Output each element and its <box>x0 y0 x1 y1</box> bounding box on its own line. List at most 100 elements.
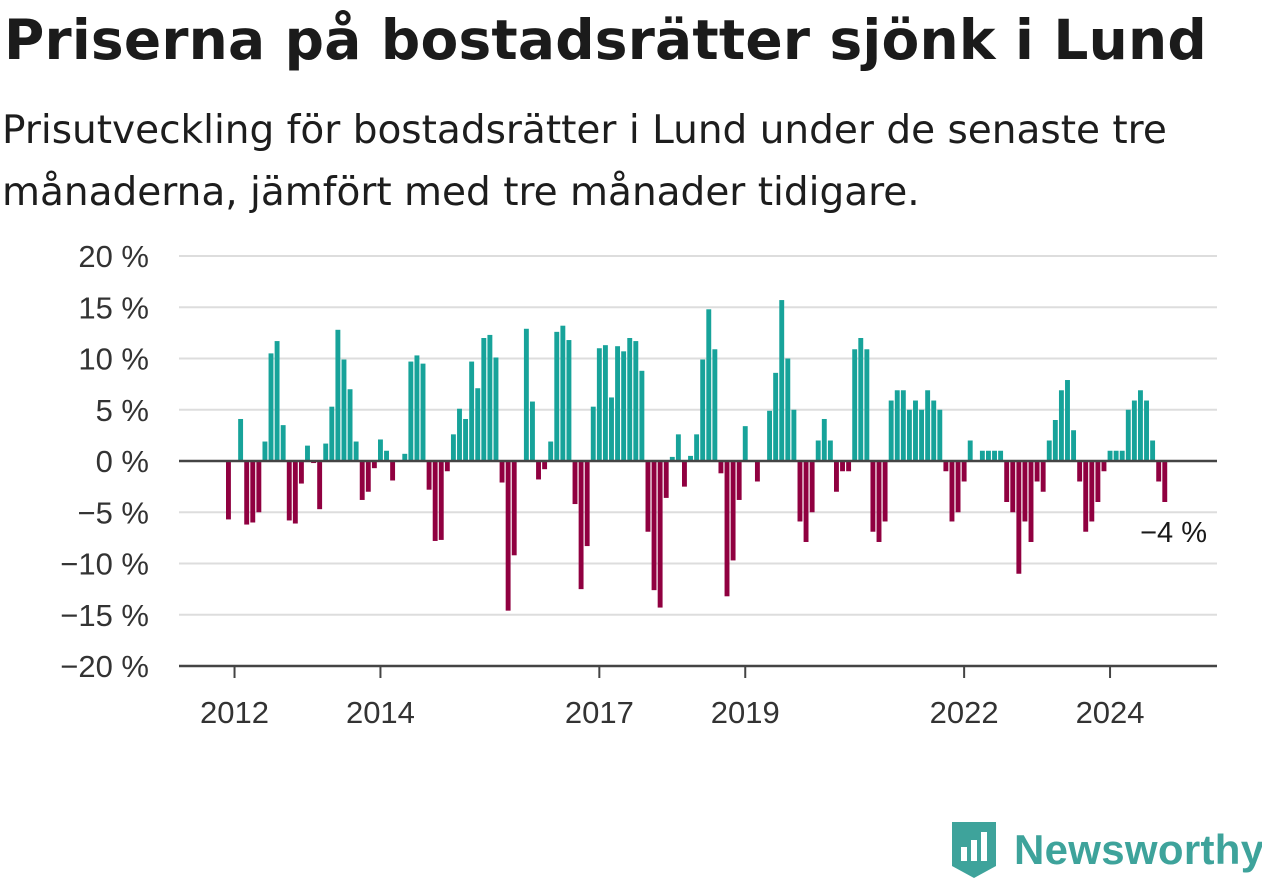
bar <box>852 349 858 461</box>
bar <box>578 461 584 590</box>
bar <box>341 359 347 461</box>
bar <box>317 461 323 510</box>
bar <box>986 450 991 461</box>
bar <box>335 329 341 461</box>
bar <box>1083 461 1089 532</box>
bar <box>1065 380 1070 461</box>
bar <box>505 461 511 611</box>
bar <box>408 361 414 461</box>
bar <box>1028 461 1034 542</box>
bar <box>779 300 785 461</box>
bar <box>481 338 487 461</box>
bar <box>1162 461 1168 502</box>
newsworthy-logo-icon <box>952 822 996 878</box>
x-tick-label: 2019 <box>711 695 780 730</box>
bar <box>359 461 365 500</box>
bar <box>821 418 827 461</box>
bar <box>286 461 292 521</box>
bar <box>1077 461 1083 482</box>
bar <box>298 461 304 484</box>
bar <box>371 461 377 469</box>
bar <box>736 461 742 500</box>
bar <box>609 397 614 461</box>
bar <box>809 461 815 513</box>
bar <box>846 461 852 472</box>
x-tick-label: 2017 <box>565 695 634 730</box>
bar <box>900 390 906 461</box>
bar <box>1034 461 1040 482</box>
bar <box>1089 461 1095 522</box>
bar <box>444 461 450 472</box>
bar <box>602 345 608 461</box>
bar <box>882 461 888 522</box>
bar <box>785 358 791 461</box>
bar <box>773 372 779 461</box>
bar <box>584 461 590 547</box>
last-value-annotation: −4 % <box>1140 517 1207 549</box>
bar <box>596 348 602 461</box>
bar <box>365 461 371 492</box>
bar <box>262 441 268 461</box>
bar <box>1004 461 1010 502</box>
bar <box>615 346 621 461</box>
bar <box>688 455 693 462</box>
bar <box>566 340 572 461</box>
x-tick-label: 2014 <box>346 695 415 730</box>
bar <box>511 461 517 556</box>
bar <box>949 461 955 522</box>
bar <box>329 406 335 461</box>
bar <box>937 409 943 461</box>
bar <box>475 388 481 461</box>
bar-chart: 20 % 15 % 10 % 5 % 0 % −5 % −10 % −15 % −20 % 201… <box>60 239 1217 730</box>
bar <box>663 461 669 498</box>
bar <box>724 461 730 597</box>
bar <box>1144 400 1149 461</box>
bar <box>554 331 560 461</box>
bar <box>858 338 864 461</box>
bar <box>1125 409 1131 461</box>
bar <box>1101 461 1107 472</box>
brand-name: Newsworthy <box>1014 826 1262 873</box>
y-tick-label: −10 % <box>60 547 149 582</box>
bar <box>888 400 894 461</box>
bar <box>815 440 821 461</box>
bar <box>463 418 469 461</box>
bar <box>384 450 389 461</box>
bar <box>268 353 274 462</box>
bar <box>493 357 499 461</box>
bar <box>256 461 262 513</box>
bar <box>1119 450 1125 461</box>
bar <box>323 443 329 461</box>
y-tick-label: 15 % <box>78 290 149 325</box>
bar <box>353 441 359 461</box>
bar <box>226 461 231 520</box>
bar <box>292 461 298 524</box>
bar <box>1138 390 1143 461</box>
bar <box>870 461 876 532</box>
bar <box>523 328 529 461</box>
y-tick-label: −15 % <box>60 598 149 633</box>
bar <box>244 461 250 525</box>
y-tick-label: −5 % <box>77 495 149 530</box>
bar <box>438 461 444 540</box>
bar <box>657 461 663 608</box>
bar <box>1113 450 1119 461</box>
axes <box>179 459 1217 678</box>
y-tick-label: −20 % <box>60 649 149 684</box>
bar <box>1095 461 1101 502</box>
bar <box>943 461 949 472</box>
axis-labels: 20 % 15 % 10 % 5 % 0 % −5 % −10 % −15 % −20 % 201… <box>60 239 1144 730</box>
bar <box>414 355 420 461</box>
bar <box>542 461 548 470</box>
bar <box>955 461 961 513</box>
bar <box>487 334 493 461</box>
bar <box>1010 461 1016 513</box>
bar <box>675 434 681 461</box>
bar <box>1022 461 1028 522</box>
bar <box>906 409 912 461</box>
x-tick-label: 2024 <box>1076 695 1145 730</box>
bar <box>712 349 718 461</box>
y-tick-label: 10 % <box>78 342 149 377</box>
bar <box>961 461 967 482</box>
bar <box>572 461 578 505</box>
